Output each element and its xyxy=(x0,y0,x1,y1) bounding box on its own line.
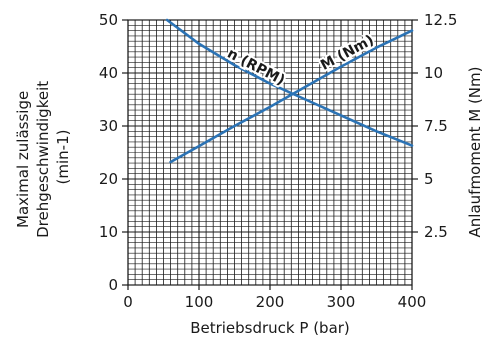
x-tick-label: 100 xyxy=(185,293,214,311)
x-tick-label: 300 xyxy=(327,293,356,311)
y-left-axis-title: Maximal zulässige Drehgeschwindigkeit (m… xyxy=(14,76,72,238)
plot-frame xyxy=(127,19,413,286)
x-axis-title: Betriebsdruck P (bar) xyxy=(190,319,350,337)
y-right-tick-label: 2.5 xyxy=(424,223,448,241)
grid-lines xyxy=(122,19,418,290)
x-tick-label: 400 xyxy=(398,293,427,311)
y-left-title-line-1: Maximal zulässige xyxy=(14,91,32,228)
y-right-tick-label: 7.5 xyxy=(424,117,448,135)
y-left-tick-labels: 0 10 20 30 40 50 xyxy=(99,11,118,294)
y-right-tick-label: 5 xyxy=(424,170,434,188)
y-right-tick-label: 12.5 xyxy=(424,11,457,29)
series-line-right xyxy=(169,29,414,164)
y-left-tick-label: 50 xyxy=(99,11,118,29)
y-left-tick-label: 10 xyxy=(99,223,118,241)
y-right-tick-label: 10 xyxy=(424,64,443,82)
series-line-left xyxy=(165,18,414,147)
y-left-tick-label: 20 xyxy=(99,170,118,188)
y-right-tick-labels: 2.5 5 7.5 10 12.5 xyxy=(424,11,457,241)
y-left-tick-label: 30 xyxy=(99,117,118,135)
y-left-title-line-2: Drehgeschwindigkeit xyxy=(34,81,52,238)
svg-text:Maximal zulässige Drehge: Maximal zulässige Drehgeschwindigkeit (m… xyxy=(14,76,72,238)
series-lines xyxy=(165,18,414,164)
x-tick-labels: 0 100 200 300 400 xyxy=(123,293,426,311)
y-left-tick-label: 40 xyxy=(99,64,118,82)
y-right-axis-title: Anlaufmoment M (Nm) xyxy=(466,67,484,238)
x-tick-label: 0 xyxy=(123,293,133,311)
y-left-tick-label: 0 xyxy=(108,276,118,294)
y-left-title-line-3: (min-1) xyxy=(54,130,72,185)
x-tick-label: 200 xyxy=(256,293,285,311)
